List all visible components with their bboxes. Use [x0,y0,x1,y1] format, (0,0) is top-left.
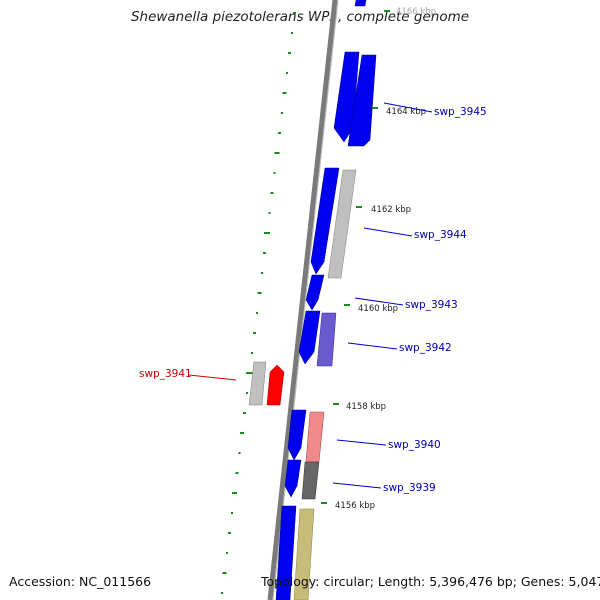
gc-mark [268,212,271,214]
kbp-label: 4156 kbp [335,501,375,511]
gc-mark [286,72,288,74]
gc-mark [263,252,266,254]
gc-mark [291,32,293,34]
gc-mark [238,452,241,454]
gene-feature-blue [287,409,307,461]
gc-mark [253,332,256,334]
kbp-label: 4166 kbp [396,7,436,17]
gc-mark [273,172,276,174]
gene-feature-blue [347,54,377,147]
kbp-label: 4160 kbp [358,304,398,314]
gene-feature-blue [310,167,340,275]
gene-feature-blue [354,0,367,7]
gene-feature-blue [275,505,297,600]
gc-mark [264,232,270,234]
kbp-label: 4158 kbp [346,402,386,412]
leader-line [363,227,413,237]
kbp-ticks: 4166 kbp 4164 kbp 4162 kbp 4160 kbp 4158… [321,7,436,511]
gene-feature-red [266,364,285,406]
gc-mark [293,12,296,14]
gc-mark [281,112,283,114]
genome-summary: Topology: circular; Length: 5,396,476 bp… [261,574,600,589]
gene-label-swp-3943[interactable]: swp_3943 [405,299,458,311]
gene-label-swp-3945[interactable]: swp_3945 [434,106,487,118]
gene-feature-blue [305,274,325,311]
gc-content-track [221,12,296,594]
leader-line [383,102,433,113]
gc-mark [256,312,258,314]
gene-feature-pink [305,411,325,463]
gene-label-swp-3939[interactable]: swp_3939 [383,482,436,494]
gene-labels: swp_3945 swp_3944 swp_3943 swp_3942 swp_… [139,102,487,494]
gene-feature-olive [293,508,315,600]
gc-mark [288,52,291,54]
gc-mark [240,432,244,434]
kbp-label: 4164 kbp [386,107,426,117]
gene-feature-blue [284,459,302,498]
gc-mark [270,192,274,194]
gc-mark [226,552,228,554]
accession-label: Accession: NC_011566 [9,574,152,589]
gene-label-swp-3941[interactable]: swp_3941 [139,368,192,380]
gc-mark [221,592,223,594]
gc-mark [243,412,246,414]
gc-mark [231,512,233,514]
gc-mark [246,392,248,394]
gene-features [248,0,377,600]
gene-feature-grey [327,169,357,279]
gc-mark [228,532,231,534]
gene-feature-blue [298,310,321,365]
backbone-line-inner [272,0,339,600]
leader-line [336,439,387,446]
gc-mark [261,272,263,274]
gc-mark [251,352,253,354]
gene-feature-purple [316,312,337,367]
gene-feature-dark-grey [301,461,320,500]
leader-line [188,374,237,381]
kbp-label: 4162 kbp [371,205,411,215]
gc-mark [282,92,287,94]
gc-mark [232,492,237,494]
leader-line [354,297,404,306]
gene-feature-grey [248,361,267,406]
gc-mark [274,152,280,154]
gene-label-swp-3944[interactable]: swp_3944 [414,229,467,241]
gc-mark [246,372,253,374]
leader-line [332,482,382,489]
gc-mark [235,472,239,474]
gc-mark [278,132,281,134]
gc-mark [222,572,227,574]
backbone-line [267,0,338,600]
gc-mark [257,292,262,294]
leader-line [347,342,398,350]
map-title: Shewanella piezotolerans WP3, complete g… [130,9,470,25]
gene-label-swp-3940[interactable]: swp_3940 [388,439,441,451]
gene-label-swp-3942[interactable]: swp_3942 [399,342,452,354]
